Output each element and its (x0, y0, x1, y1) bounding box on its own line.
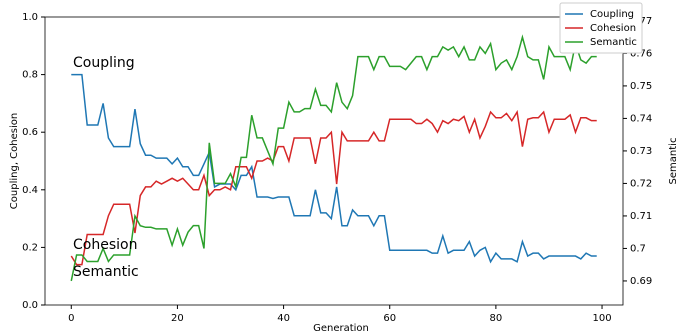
annotation: Coupling (73, 55, 135, 71)
series-line (70, 109, 597, 266)
y-tick-label: 0.2 (22, 242, 38, 253)
x-tick-label: 40 (277, 313, 290, 324)
y-tick-label: 1.0 (22, 12, 38, 23)
x-tick-label: 0 (68, 313, 74, 324)
y2-tick-label: 0.7 (630, 243, 646, 254)
y-axis-label: Coupling, Cohesion (9, 113, 20, 209)
annotation: Semantic (73, 264, 139, 280)
x-tick-label: 20 (171, 313, 184, 324)
y-tick-label: 0.0 (22, 300, 38, 311)
x-tick-label: 80 (490, 313, 503, 324)
x-axis-label: Generation (313, 323, 369, 334)
legend-label: Semantic (590, 37, 637, 48)
x-tick-label: 60 (383, 313, 396, 324)
legend-box (559, 2, 643, 54)
legend-label: Coupling (590, 9, 634, 20)
annotation: Cohesion (73, 237, 137, 253)
plot-frame (44, 16, 624, 306)
y2-tick-label: 0.71 (630, 211, 652, 222)
y2-tick-label: 0.76 (630, 48, 652, 59)
y2-axis-label: Semantic (668, 138, 679, 185)
series-line (71, 73, 597, 264)
y2-tick-label: 0.72 (630, 178, 652, 189)
y-tick-label: 0.6 (22, 127, 38, 138)
y2-tick-label: 0.75 (630, 81, 652, 92)
y2-tick-label: 0.74 (630, 113, 652, 124)
y2-tick-label: 0.69 (630, 276, 652, 287)
legend-label: Cohesion (590, 23, 636, 34)
y2-tick-label: 0.73 (630, 146, 652, 157)
y-tick-label: 0.8 (22, 70, 38, 81)
series-line (70, 34, 597, 282)
x-tick-label: 100 (592, 313, 611, 324)
y-tick-label: 0.4 (22, 185, 38, 196)
